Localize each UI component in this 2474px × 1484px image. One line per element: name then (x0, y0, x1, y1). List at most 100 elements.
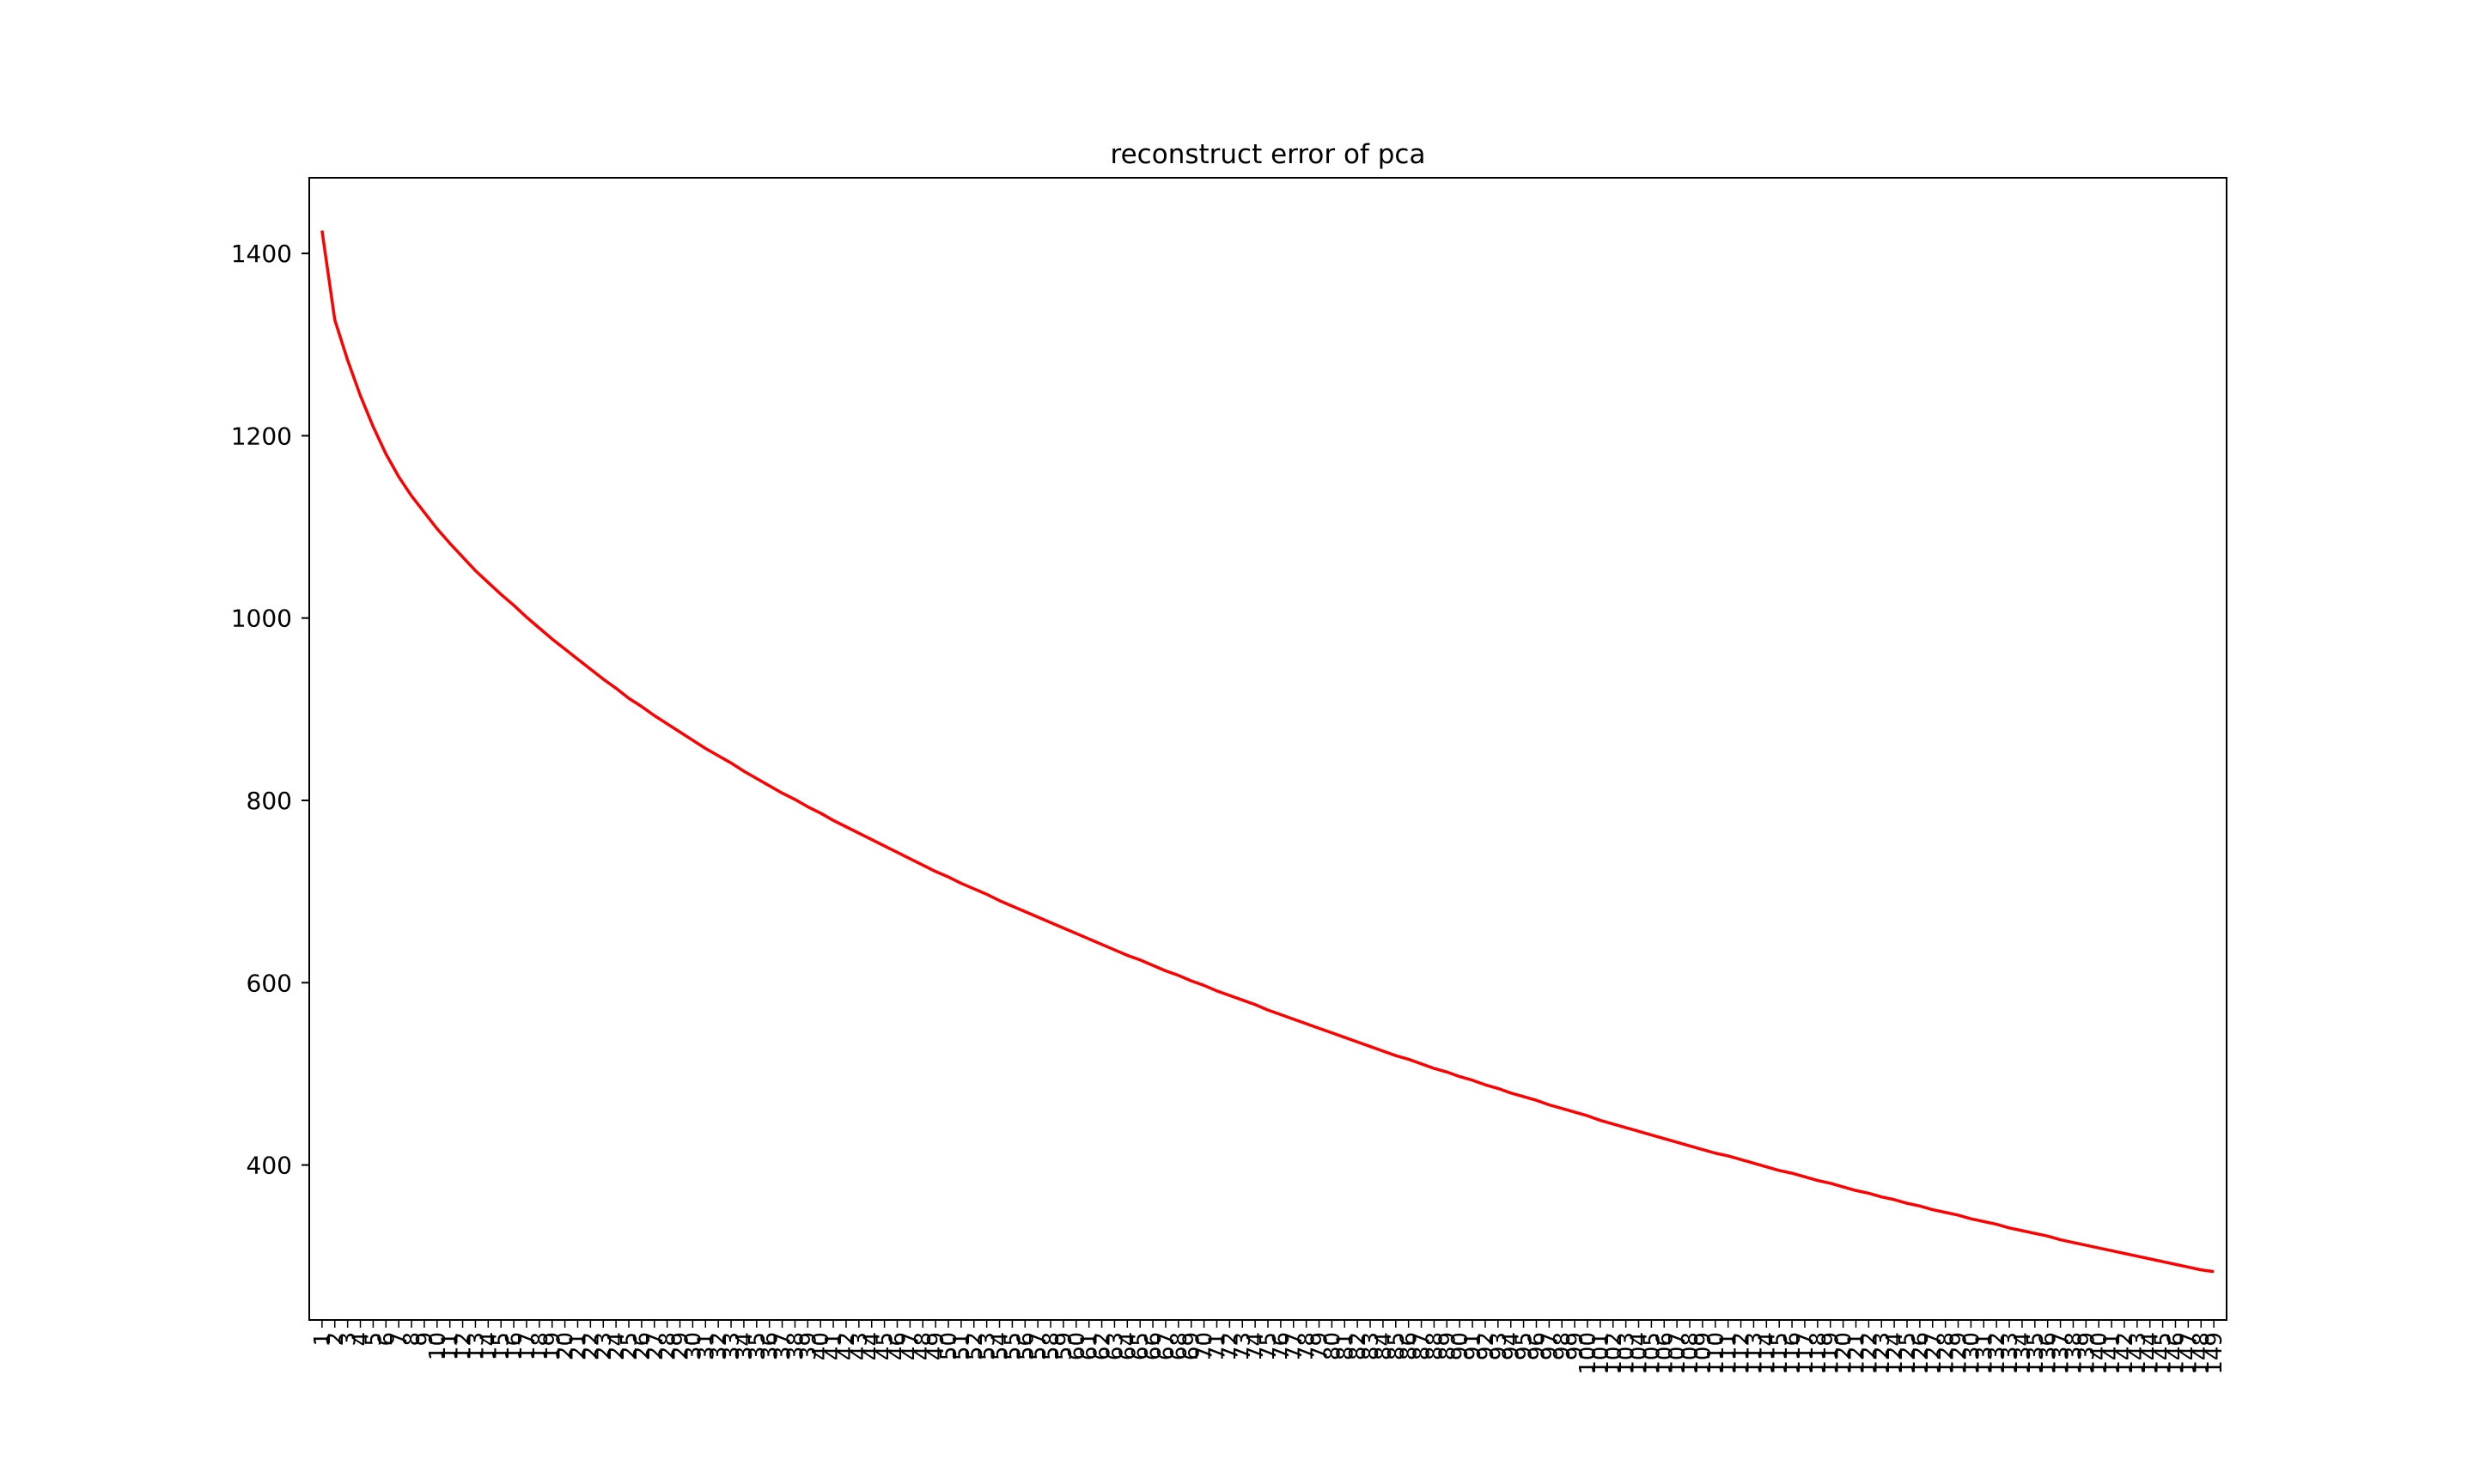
x-tick-label: 137 (2049, 1332, 2075, 1375)
x-tick-label: 10 (425, 1332, 451, 1360)
series-line (320, 230, 2215, 1274)
x-tick-label: 41 (821, 1332, 847, 1360)
x-tick-label: 138 (2061, 1332, 2087, 1375)
x-tick-label: 2 (323, 1332, 349, 1347)
y-tick-label: 1200 (231, 422, 292, 450)
x-tick-label: 76 (1269, 1332, 1295, 1360)
x-tick-label: 121 (1843, 1332, 1869, 1375)
x-tick-label: 79 (1307, 1332, 1333, 1360)
x-tick-label: 18 (527, 1332, 553, 1360)
x-tick-label: 29 (668, 1332, 694, 1360)
x-tick-label: 62 (1090, 1332, 1116, 1360)
x-tick-label: 132 (1984, 1332, 2010, 1375)
x-tick-label: 87 (1410, 1332, 1435, 1360)
x-axis: 1234567891011121314151617181920212223242… (310, 1320, 2227, 1375)
x-tick-label: 85 (1384, 1332, 1410, 1360)
x-tick-label: 83 (1358, 1332, 1384, 1360)
x-tick-label: 19 (540, 1332, 566, 1360)
x-tick-label: 33 (719, 1332, 745, 1360)
x-tick-label: 4 (349, 1332, 375, 1347)
y-tick-label: 600 (247, 969, 292, 997)
x-tick-label: 131 (1971, 1332, 1997, 1375)
x-tick-label: 96 (1524, 1332, 1550, 1360)
x-tick-label: 7 (387, 1332, 412, 1347)
x-tick-label: 143 (2125, 1332, 2151, 1375)
x-tick-label: 108 (1678, 1332, 1703, 1375)
x-tick-label: 107 (1665, 1332, 1691, 1375)
x-tick-label: 105 (1639, 1332, 1665, 1375)
x-tick-label: 80 (1319, 1332, 1345, 1360)
x-tick-label: 141 (2099, 1332, 2125, 1375)
x-tick-label: 58 (1039, 1332, 1064, 1360)
x-tick-label: 13 (463, 1332, 489, 1360)
x-tick-label: 133 (1997, 1332, 2023, 1375)
x-tick-label: 112 (1729, 1332, 1755, 1375)
x-tick-label: 114 (1754, 1332, 1780, 1375)
x-tick-label: 88 (1422, 1332, 1447, 1360)
x-tick-label: 28 (655, 1332, 681, 1360)
x-tick-label: 42 (834, 1332, 860, 1360)
x-tick-label: 69 (1179, 1332, 1205, 1360)
x-tick-label: 93 (1486, 1332, 1512, 1360)
x-tick-label: 6 (374, 1332, 399, 1347)
x-tick-label: 86 (1397, 1332, 1423, 1360)
x-tick-label: 130 (1959, 1332, 1984, 1375)
x-tick-label: 74 (1243, 1332, 1269, 1360)
x-tick-label: 73 (1230, 1332, 1256, 1360)
x-tick-label: 148 (2189, 1332, 2215, 1375)
x-tick-label: 127 (1921, 1332, 1947, 1375)
x-tick-label: 117 (1793, 1332, 1819, 1375)
x-tick-label: 66 (1141, 1332, 1167, 1360)
x-tick-label: 135 (2023, 1332, 2049, 1375)
x-tick-label: 46 (885, 1332, 911, 1360)
x-tick-label: 78 (1295, 1332, 1320, 1360)
x-tick-label: 100 (1575, 1332, 1601, 1375)
x-tick-label: 97 (1537, 1332, 1563, 1360)
x-tick-label: 103 (1614, 1332, 1640, 1375)
x-tick-label: 77 (1282, 1332, 1307, 1360)
x-tick-label: 129 (1947, 1332, 1972, 1375)
x-tick-label: 44 (860, 1332, 886, 1360)
x-tick-label: 17 (515, 1332, 540, 1360)
x-tick-label: 145 (2151, 1332, 2177, 1375)
y-tick-label: 1400 (231, 240, 292, 268)
y-tick-label: 1000 (231, 605, 292, 633)
x-tick-label: 95 (1512, 1332, 1538, 1360)
x-tick-label: 116 (1780, 1332, 1806, 1375)
x-tick-label: 139 (2074, 1332, 2099, 1375)
x-tick-label: 72 (1217, 1332, 1243, 1360)
x-tick-label: 52 (962, 1332, 988, 1360)
x-tick-label: 59 (1051, 1332, 1077, 1360)
x-tick-label: 1 (310, 1332, 336, 1347)
x-tick-label: 49 (923, 1332, 949, 1360)
plot-area-frame (308, 177, 2227, 1321)
x-tick-label: 140 (2087, 1332, 2112, 1375)
x-tick-label: 124 (1882, 1332, 1908, 1375)
x-tick-label: 56 (1013, 1332, 1039, 1360)
x-tick-label: 35 (745, 1332, 771, 1360)
x-tick-label: 36 (758, 1332, 783, 1360)
x-tick-label: 61 (1077, 1332, 1103, 1360)
x-tick-label: 31 (693, 1332, 719, 1360)
x-tick-label: 89 (1435, 1332, 1460, 1360)
x-tick-label: 125 (1895, 1332, 1921, 1375)
x-tick-label: 65 (1128, 1332, 1154, 1360)
x-tick-label: 45 (873, 1332, 899, 1360)
x-tick-label: 38 (783, 1332, 808, 1360)
x-tick-label: 84 (1371, 1332, 1397, 1360)
x-tick-label: 54 (988, 1332, 1014, 1360)
y-tick-label: 800 (247, 787, 292, 815)
x-tick-label: 109 (1691, 1332, 1716, 1375)
x-tick-label: 23 (591, 1332, 617, 1360)
y-tick-label: 400 (247, 1152, 292, 1180)
x-tick-label: 40 (808, 1332, 834, 1360)
x-tick-label: 104 (1627, 1332, 1653, 1375)
x-tick-label: 12 (451, 1332, 477, 1360)
x-tick-label: 92 (1473, 1332, 1499, 1360)
x-tick-label: 75 (1256, 1332, 1282, 1360)
x-tick-label: 118 (1806, 1332, 1831, 1375)
y-axis: 400 600 800 1000 1200 1400 (231, 240, 309, 1180)
x-tick-label: 27 (643, 1332, 668, 1360)
